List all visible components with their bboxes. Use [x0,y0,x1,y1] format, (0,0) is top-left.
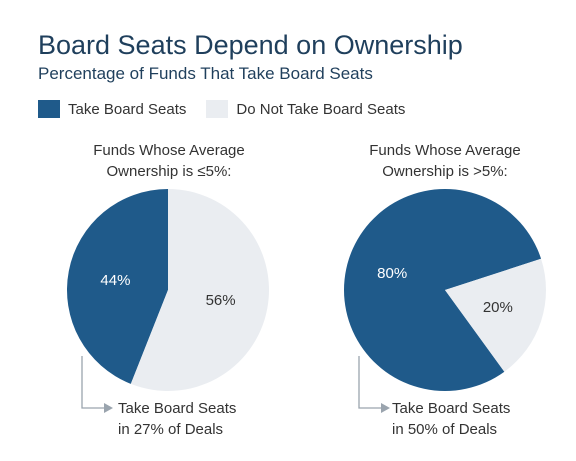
pie-2-heading-line2: Ownership is >5%: [382,163,508,180]
pie-2-label-do-not-take: 20% [483,299,513,316]
chart-subtitle: Percentage of Funds That Take Board Seat… [38,64,373,83]
pie-2-note-line2: in 50% of Deals [392,421,498,438]
chart-title: Board Seats Depend on Ownership [38,30,463,60]
pie-1-heading-line1: Funds Whose Average [93,142,245,159]
legend-item-do-not-take: Do Not Take Board Seats [206,100,405,118]
pie-1-heading-line2: Ownership is ≤5%: [106,163,232,180]
pie-2-heading: Funds Whose Average Ownership is >5%: [330,140,560,182]
pie-2-label-take: 80% [377,265,407,282]
legend-item-take: Take Board Seats [38,100,186,118]
pie-chart-1: 44% 56% [66,189,269,391]
legend-swatch-take [38,100,60,118]
legend-swatch-do-not-take [206,100,229,118]
pie-1-label-do-not-take: 56% [206,292,236,309]
pie-1-note: Take Board Seats in 27% of Deals [118,398,236,440]
pie-1-heading: Funds Whose Average Ownership is ≤5%: [54,140,284,182]
pie-2-slice-take [344,188,542,391]
pie-2-note: Take Board Seats in 50% of Deals [392,398,510,440]
pie-1-slice-do-not-take [130,189,269,391]
pie-2-heading-line1: Funds Whose Average [369,142,521,159]
pie-1-connector-arrow [104,403,113,413]
pie-2-note-line1: Take Board Seats [392,400,511,417]
legend-label-do-not-take: Do Not Take Board Seats [236,100,406,118]
pie-chart-2: 80% 20% [344,188,547,391]
legend-label-take: Take Board Seats [68,100,187,118]
pie-1-note-line1: Take Board Seats [118,400,237,417]
pie-1-label-take: 44% [100,272,130,289]
pie-1-note-line2: in 27% of Deals [118,421,224,438]
pie-2-connector [358,356,381,409]
pie-1-connector [81,356,104,409]
pie-1-slice-take [66,189,168,384]
legend: Take Board Seats Do Not Take Board Seats [38,100,425,118]
pie-2-connector-arrow [381,403,390,413]
pie-2-slice-do-not-take [445,258,547,372]
